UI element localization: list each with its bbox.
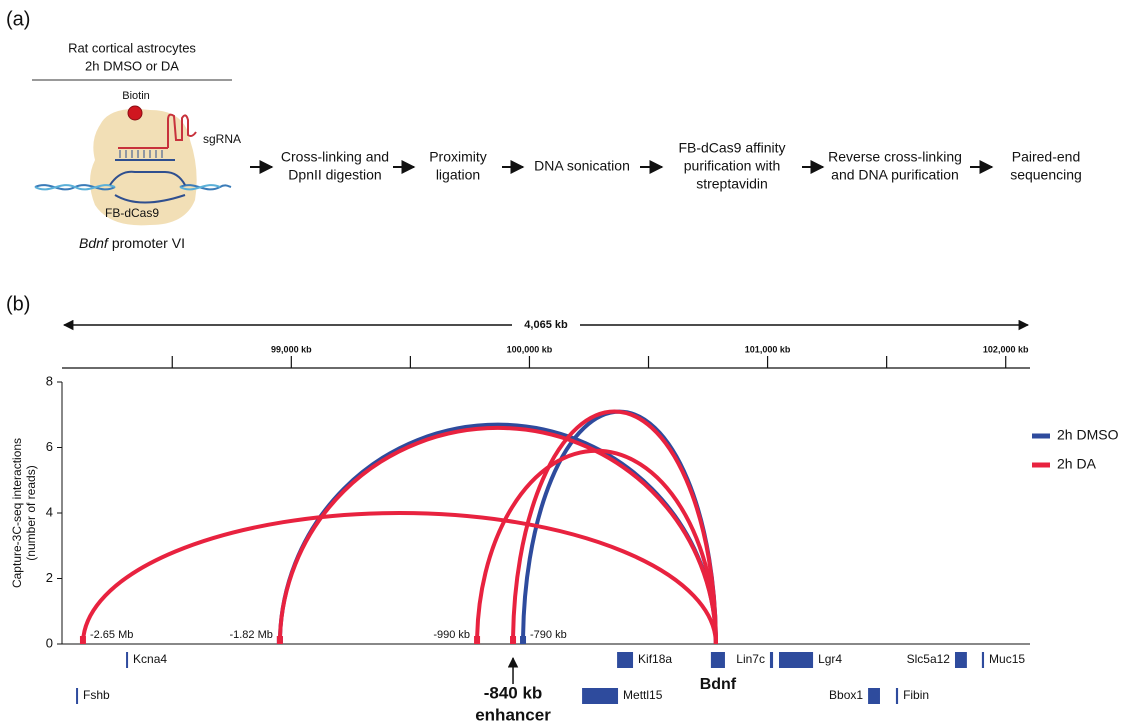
x-tick-label: 101,000 kb (745, 344, 791, 354)
annotation: -840 kb (484, 683, 543, 702)
gene (779, 652, 814, 668)
arc-anchor (510, 636, 517, 644)
gene (981, 652, 985, 668)
x-tick-label: 99,000 kb (271, 344, 312, 354)
workflow-step: Reverse cross-linking (828, 149, 962, 165)
sgrna-label: sgRNA (203, 132, 241, 146)
arc-anchor (520, 636, 527, 644)
span-label-bg (512, 316, 580, 334)
gene-label: Fshb (83, 688, 110, 702)
gene-name: Bdnf (79, 235, 110, 251)
y-tick-label: 8 (46, 373, 53, 388)
panel-label: (b) (6, 293, 30, 315)
distance-label: -1.82 Mb (229, 629, 272, 641)
arc-anchor (474, 636, 481, 644)
workflow-step: sequencing (1010, 167, 1082, 183)
y-tick-label: 6 (46, 439, 53, 454)
gene-label: Lin7c (736, 652, 765, 666)
condition: Rat cortical astrocytes (68, 40, 196, 55)
y-axis-label: (number of reads) (24, 465, 38, 560)
panel-label: (a) (6, 8, 30, 30)
span-label: 4,065 kb (524, 319, 568, 331)
workflow-step: and DNA purification (831, 167, 959, 183)
gene (617, 652, 634, 668)
gene (868, 688, 880, 704)
gene-label: Slc5a12 (907, 652, 951, 666)
gene-label: Fibin (903, 688, 929, 702)
interaction-arc (277, 425, 718, 645)
protein-label: FB-dCas9 (105, 206, 159, 220)
condition: 2h DMSO or DA (85, 58, 179, 73)
legend-label: 2h DA (1057, 456, 1097, 472)
distance-label: -2.65 Mb (90, 629, 133, 641)
interaction-arc (511, 410, 718, 645)
gene (895, 688, 899, 704)
gene (126, 652, 129, 668)
arc-anchor (276, 636, 283, 644)
annotation: enhancer (475, 705, 551, 724)
workflow-step: Cross-linking and (281, 149, 389, 165)
y-tick-label: 2 (46, 570, 53, 585)
biotin-label: Biotin (122, 90, 150, 102)
workflow-step: DNA sonication (534, 158, 630, 174)
distance-label: -790 kb (530, 629, 567, 641)
distance-label: -990 kb (433, 629, 470, 641)
gene (710, 652, 725, 668)
illustration (34, 105, 232, 226)
workflow-step: streptavidin (696, 176, 768, 192)
interaction-arc (475, 448, 718, 645)
x-tick-label: 102,000 kb (983, 344, 1029, 354)
gene (582, 688, 619, 704)
promoter-label: Bdnf promoter VI (79, 235, 185, 251)
legend-label: 2h DMSO (1057, 427, 1119, 443)
gene-label: Lgr4 (818, 652, 842, 666)
promoter-name: promoter VI (112, 235, 185, 251)
gene-label: Mettl15 (623, 688, 663, 702)
y-tick-label: 4 (46, 504, 53, 519)
workflow-step: DpnII digestion (288, 167, 381, 183)
gene (954, 652, 967, 668)
workflow-step: Proximity (429, 149, 487, 165)
workflow-step: ligation (436, 167, 480, 183)
y-tick-label: 0 (46, 635, 53, 650)
arc-anchor (79, 636, 86, 644)
gene-label: Muc15 (989, 652, 1025, 666)
y-axis-label: Capture-3C-seq interactions (10, 438, 24, 588)
gene-label: Kcna4 (133, 652, 167, 666)
workflow-step: purification with (684, 158, 781, 174)
x-tick-label: 100,000 kb (507, 344, 553, 354)
gene (769, 652, 774, 668)
gene-label: Bbox1 (829, 688, 863, 702)
arc-chart: 99,000 kb 100,000 kb 101,000 kb 102,000 kb 0… (10, 344, 1118, 724)
gene-label: Bdnf (700, 676, 737, 693)
interaction-arc (80, 510, 718, 645)
gene (76, 688, 79, 704)
workflow-step: FB-dCas9 affinity (678, 140, 785, 156)
gene-label: Kif18a (638, 652, 672, 666)
workflow-step: Paired-end (1012, 149, 1081, 165)
